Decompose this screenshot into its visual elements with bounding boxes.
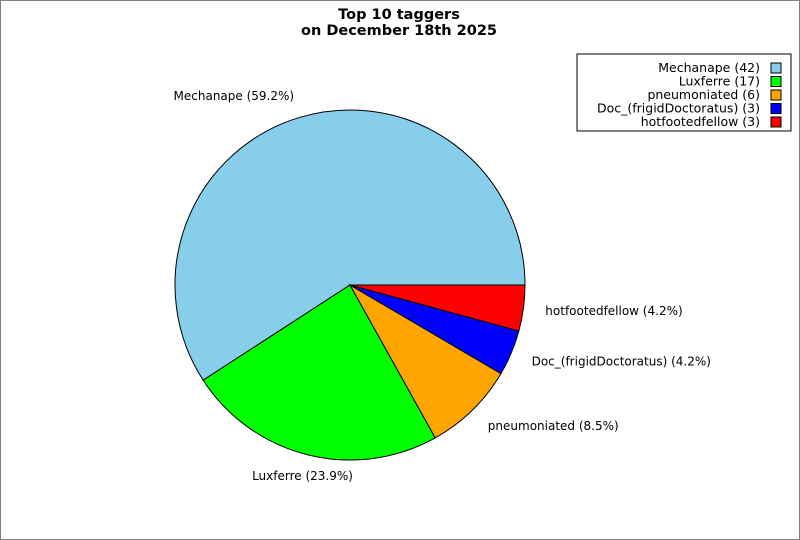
- slice-label-2: pneumoniated (8.5%): [488, 419, 619, 433]
- legend-swatch-1: [770, 76, 782, 87]
- legend-label-1: Luxferre (17): [679, 74, 760, 89]
- pie-slice-4: [349, 284, 526, 332]
- legend-label-2: pneumoniated (6): [647, 87, 760, 102]
- pie-slice-0: [174, 109, 526, 381]
- legend-label-0: Mechanape (42): [658, 60, 760, 75]
- legend-swatch-0: [770, 62, 782, 74]
- chart-subtitle: on December 18th 2025: [301, 23, 497, 39]
- pie-slice-2: [348, 283, 502, 439]
- legend-swatch-4: [770, 116, 782, 128]
- legend-label-4: hotfootedfellow (3): [641, 114, 760, 129]
- legend-swatch-2: [770, 89, 782, 101]
- pie-slices: [174, 109, 526, 461]
- slice-label-1: Luxferre (23.9%): [252, 469, 353, 483]
- slice-label-3: Doc_(frigidDoctoratus) (4.2%): [532, 354, 711, 368]
- legend: Mechanape (42)Luxferre (17)pneumoniated …: [576, 53, 792, 132]
- pie-slice-1: [202, 284, 436, 461]
- slice-label-0: Mechanape (59.2%): [174, 89, 295, 103]
- slice-labels: Mechanape (59.2%) Luxferre (23.9%) pneumon…: [174, 89, 711, 483]
- legend-swatch-3: [770, 103, 782, 114]
- legend-label-3: Doc_(frigidDoctoratus) (3): [597, 101, 760, 116]
- chart-title: Top 10 taggers: [338, 7, 460, 23]
- slice-label-4: hotfootedfellow (4.2%): [545, 304, 682, 318]
- legend-box: [576, 53, 792, 132]
